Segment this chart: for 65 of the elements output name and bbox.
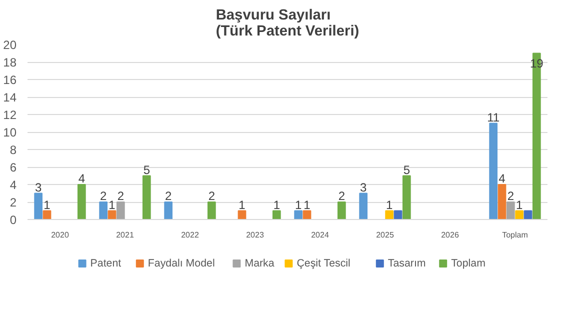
- data-label: 2: [507, 189, 514, 203]
- x-tick-label: Toplam: [502, 230, 528, 240]
- data-label: 1: [44, 198, 51, 212]
- y-tick-label: 12: [3, 108, 17, 122]
- y-tick-label: 6: [10, 160, 17, 174]
- bar: [498, 184, 506, 220]
- bar: [77, 184, 86, 220]
- bar: [506, 202, 515, 220]
- bar: [272, 210, 281, 220]
- y-tick-label: 20: [3, 38, 17, 52]
- bar: [532, 52, 541, 220]
- bar: [337, 202, 346, 220]
- data-label: 1: [386, 198, 393, 212]
- bar: [142, 175, 151, 220]
- bar: [294, 210, 303, 220]
- data-label: 4: [78, 172, 86, 186]
- legend-label: Faydalı Model: [148, 258, 215, 270]
- legend-label: Toplam: [451, 258, 486, 270]
- legend-label: Tasarım: [388, 258, 426, 270]
- bar: [164, 202, 173, 220]
- data-label: 2: [100, 189, 107, 203]
- data-label: 11: [487, 110, 500, 124]
- x-tick-label: 2026: [441, 230, 460, 240]
- x-tick-label: 2023: [246, 230, 264, 240]
- y-tick-label: 4: [10, 178, 17, 192]
- data-label: 1: [516, 198, 523, 212]
- bar: [99, 202, 108, 220]
- bar: [489, 122, 498, 220]
- data-label: 1: [294, 198, 302, 212]
- legend-label: Çeşit Tescil: [296, 258, 350, 270]
- y-tick-label: 2: [10, 196, 17, 210]
- data-label: 2: [338, 189, 346, 203]
- y-tick-label: 8: [10, 143, 17, 157]
- bar: [34, 192, 43, 220]
- data-label: 4: [498, 172, 506, 186]
- data-label: 2: [208, 189, 216, 203]
- data-label: 1: [304, 198, 311, 212]
- y-tick-label: 10: [3, 126, 17, 140]
- bar: [207, 202, 216, 220]
- y-tick-label: 0: [10, 213, 17, 227]
- legend-label: Patent: [90, 258, 122, 270]
- data-label: 5: [403, 162, 410, 177]
- bar: [515, 210, 524, 220]
- x-tick-label: 2022: [181, 230, 200, 240]
- y-tick-label: 16: [3, 73, 17, 87]
- data-label: 2: [117, 189, 124, 203]
- bar: [385, 210, 394, 220]
- data-label: 2: [164, 189, 172, 203]
- data-label: 1: [108, 198, 116, 212]
- y-tick-label: 14: [3, 90, 17, 104]
- legend-label: Marka: [244, 258, 274, 270]
- bar: [116, 202, 125, 220]
- x-tick-label: 2024: [311, 230, 330, 240]
- x-tick-label: 2020: [51, 230, 70, 240]
- data-label: 5: [143, 162, 150, 177]
- chart-title: Başvuru Sayıları (Türk Patent Verileri): [216, 8, 360, 40]
- bar: [402, 175, 411, 220]
- data-label: 1: [238, 198, 246, 212]
- x-tick-label: 2021: [116, 230, 134, 240]
- data-label: 3: [360, 180, 367, 194]
- data-label: 1: [273, 198, 280, 212]
- bar: [359, 192, 368, 220]
- x-tick-label: 2025: [376, 230, 394, 240]
- y-tick-label: 18: [3, 56, 17, 70]
- data-label: 3: [34, 180, 42, 194]
